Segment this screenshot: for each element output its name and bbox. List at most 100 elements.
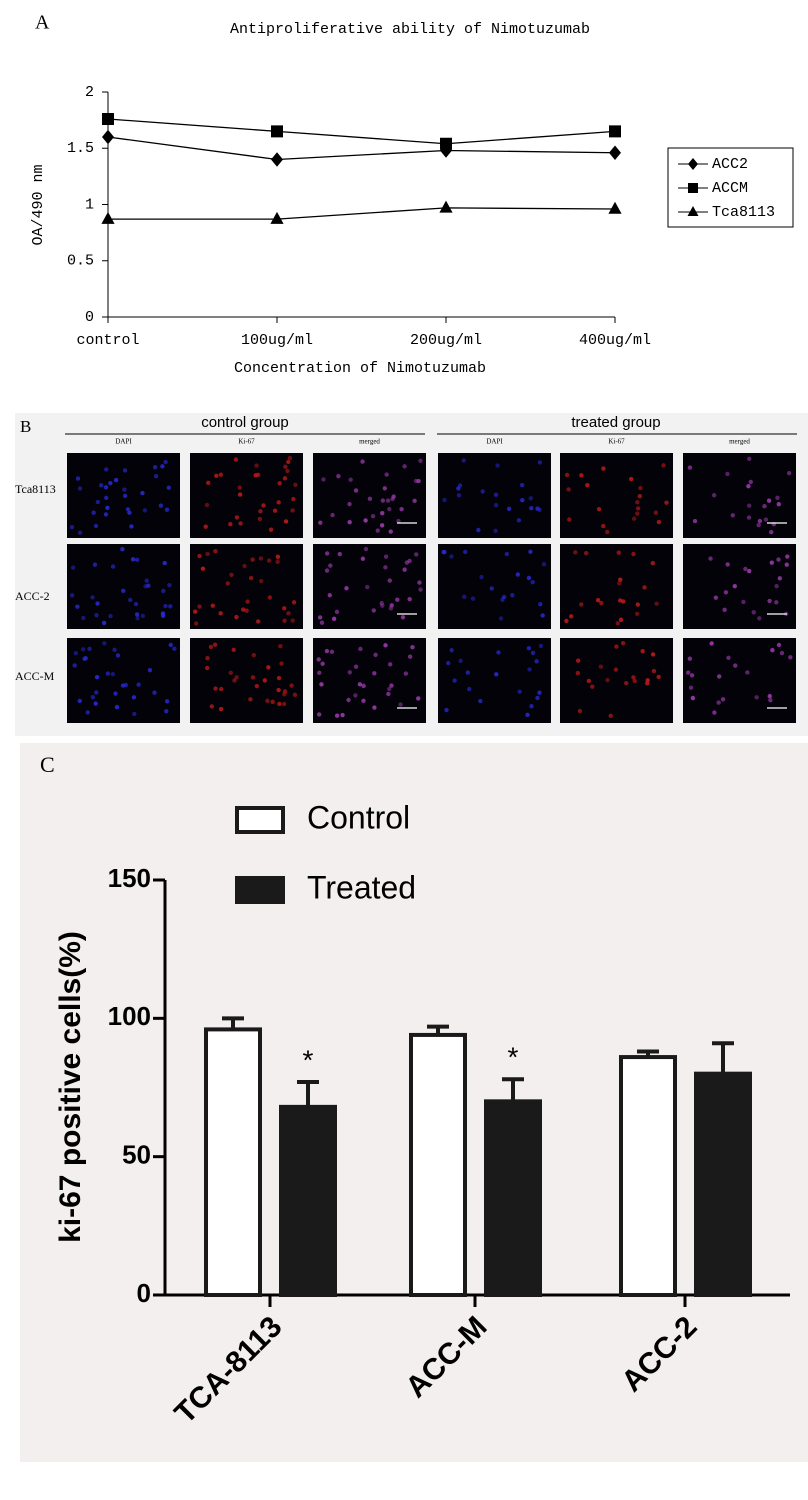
cell — [446, 660, 451, 666]
cell — [250, 675, 256, 680]
cell — [240, 607, 246, 612]
cell — [99, 483, 104, 488]
cell — [510, 592, 515, 598]
cell — [708, 556, 713, 561]
cell — [382, 486, 388, 491]
cell — [746, 484, 751, 489]
marker — [271, 152, 283, 167]
cell — [620, 641, 626, 646]
cell — [122, 487, 127, 492]
cell — [204, 502, 210, 508]
cell — [266, 665, 271, 670]
cell — [726, 655, 731, 661]
marker — [440, 137, 452, 150]
cell — [449, 554, 454, 559]
cell — [566, 487, 571, 492]
cell — [334, 609, 340, 615]
cell — [283, 464, 288, 469]
cell — [462, 594, 467, 600]
cell — [317, 615, 323, 620]
cell — [567, 517, 572, 522]
cell — [777, 576, 783, 581]
cell — [383, 643, 388, 648]
bar — [204, 1027, 262, 1298]
cell — [130, 557, 136, 562]
cell — [334, 713, 340, 718]
cell — [140, 613, 146, 619]
cell — [516, 518, 522, 523]
cell — [82, 656, 87, 661]
cell — [208, 644, 214, 650]
cell — [319, 620, 325, 625]
cell — [327, 593, 332, 598]
x-axis-label: Concentration of Nimotuzumab — [234, 360, 486, 377]
cell — [398, 702, 403, 707]
cell — [769, 560, 775, 565]
cell — [387, 686, 392, 692]
cell — [465, 670, 471, 675]
micrograph — [67, 638, 180, 723]
bar — [279, 1104, 337, 1298]
cell — [75, 604, 80, 609]
cell — [605, 677, 610, 683]
cell — [346, 697, 351, 703]
cell — [277, 481, 282, 486]
cell — [87, 646, 92, 652]
cell — [193, 621, 199, 626]
cell — [353, 693, 358, 698]
cell — [575, 658, 581, 663]
cell — [164, 699, 170, 704]
cell — [278, 643, 283, 649]
row-label: Tca8113 — [15, 482, 56, 496]
cell — [470, 596, 476, 601]
cell — [153, 473, 159, 479]
cell — [387, 578, 392, 583]
cell — [529, 704, 534, 709]
cell — [140, 490, 145, 496]
y-axis-label: OA/490 nm — [30, 164, 47, 245]
cell — [324, 568, 330, 573]
cell — [373, 652, 378, 658]
cell — [493, 528, 498, 534]
cell — [590, 684, 595, 689]
cell — [380, 511, 385, 516]
series-line — [107, 118, 616, 145]
channel-label: merged — [359, 438, 380, 446]
cell — [275, 554, 281, 560]
cell — [134, 557, 140, 563]
cell — [281, 701, 287, 707]
cell — [402, 464, 407, 469]
cell — [403, 671, 409, 676]
chart-title: Antiproliferative ability of Nimotuzumab — [230, 21, 590, 38]
cell — [400, 615, 406, 620]
cell — [399, 507, 404, 512]
cell — [414, 552, 419, 557]
cell — [687, 465, 693, 470]
cell — [656, 674, 661, 680]
cell — [112, 647, 117, 653]
cell — [754, 695, 759, 700]
cell — [732, 584, 737, 589]
cell — [605, 529, 610, 535]
cell — [418, 458, 423, 464]
cell — [367, 496, 373, 501]
cell — [361, 683, 366, 689]
legend-label: Tca8113 — [712, 204, 775, 221]
cell — [163, 603, 168, 609]
cell — [631, 516, 637, 521]
cell — [262, 678, 268, 683]
cell — [104, 467, 109, 472]
cell — [77, 486, 83, 491]
cell — [291, 600, 297, 605]
row-label: ACC-M — [15, 669, 55, 683]
cell — [103, 512, 109, 517]
micrograph — [313, 638, 426, 723]
cell — [656, 519, 662, 525]
cell — [494, 672, 499, 677]
cell — [316, 712, 322, 717]
cell — [635, 500, 640, 505]
cell — [525, 712, 530, 718]
cell — [730, 513, 735, 518]
cell — [248, 697, 253, 702]
cell — [418, 587, 423, 592]
